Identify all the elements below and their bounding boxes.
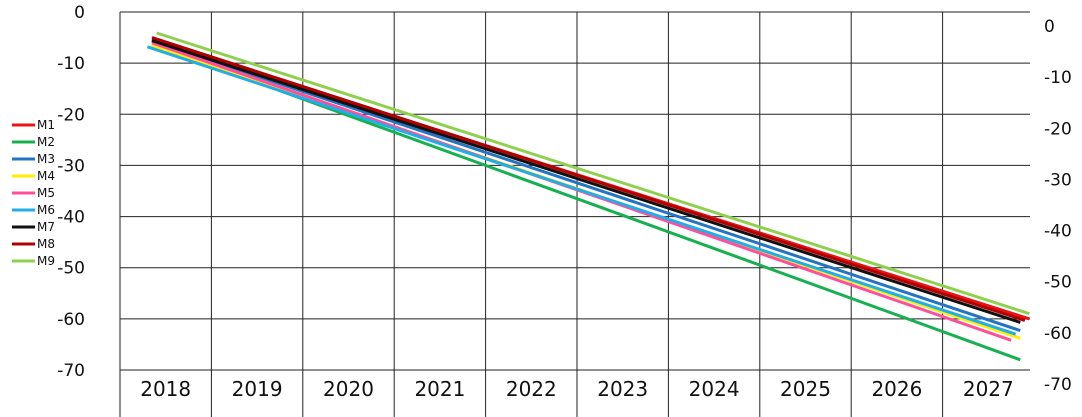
y-tick-label-right: -20 — [1044, 119, 1072, 139]
legend-label-m7: M7 — [37, 220, 55, 234]
series-line-m8 — [151, 36, 1026, 322]
x-tick-label: 2024 — [689, 377, 740, 401]
y-axis-right-labels: 0 -10 -20 -30 -40 -50 -60 -70 — [1044, 17, 1072, 395]
y-tick-label-left: -40 — [57, 208, 85, 228]
legend-label-m3: M3 — [37, 152, 55, 166]
legend-label-m2: M2 — [37, 135, 55, 149]
y-tick-label-right: -30 — [1044, 170, 1072, 190]
legend-label-m1: M1 — [37, 118, 55, 132]
y-tick-label-left: -60 — [57, 310, 85, 330]
x-tick-label: 2023 — [597, 377, 648, 401]
x-tick-label: 2021 — [414, 377, 465, 401]
legend: M1 M2 M3 M4 M5 M6 M7 M8 M9 — [12, 118, 55, 268]
legend-label-m4: M4 — [37, 169, 55, 183]
y-axis-left-labels: 0 -10 -20 -30 -40 -50 -60 -70 — [57, 3, 85, 381]
y-tick-label-left: -70 — [57, 361, 85, 381]
x-tick-label: 2026 — [871, 377, 922, 401]
y-tick-label-left: -50 — [57, 259, 85, 279]
x-tick-label: 2019 — [232, 377, 283, 401]
x-tick-label: 2027 — [963, 377, 1014, 401]
series-line-m6 — [146, 45, 1017, 336]
y-tick-label-left: -10 — [57, 54, 85, 74]
x-axis-labels: 2018 2019 2020 2021 2022 2023 2024 2025 2026 2027 — [140, 377, 1014, 401]
y-tick-label-right: -50 — [1044, 273, 1072, 293]
legend-label-m6: M6 — [37, 203, 55, 217]
y-tick-label-left: -20 — [57, 105, 85, 125]
series-line-m3 — [151, 39, 1021, 333]
series-lines — [146, 31, 1030, 362]
x-tick-label: 2020 — [323, 377, 374, 401]
y-tick-label-right: -40 — [1044, 222, 1072, 242]
x-tick-label: 2025 — [780, 377, 831, 401]
y-tick-label-right: -70 — [1044, 375, 1072, 395]
series-line-m7 — [151, 39, 1021, 324]
series-line-m9 — [156, 31, 1030, 316]
y-tick-label-right: 0 — [1044, 17, 1055, 37]
y-tick-label-right: -10 — [1044, 68, 1072, 88]
legend-label-m5: M5 — [37, 186, 55, 200]
legend-label-m9: M9 — [37, 254, 55, 268]
x-tick-label: 2018 — [140, 377, 191, 401]
y-tick-label-left: -30 — [57, 156, 85, 176]
y-tick-label-left: 0 — [74, 3, 85, 23]
legend-label-m8: M8 — [37, 237, 55, 251]
y-tick-label-right: -60 — [1044, 324, 1072, 344]
x-tick-label: 2022 — [506, 377, 557, 401]
